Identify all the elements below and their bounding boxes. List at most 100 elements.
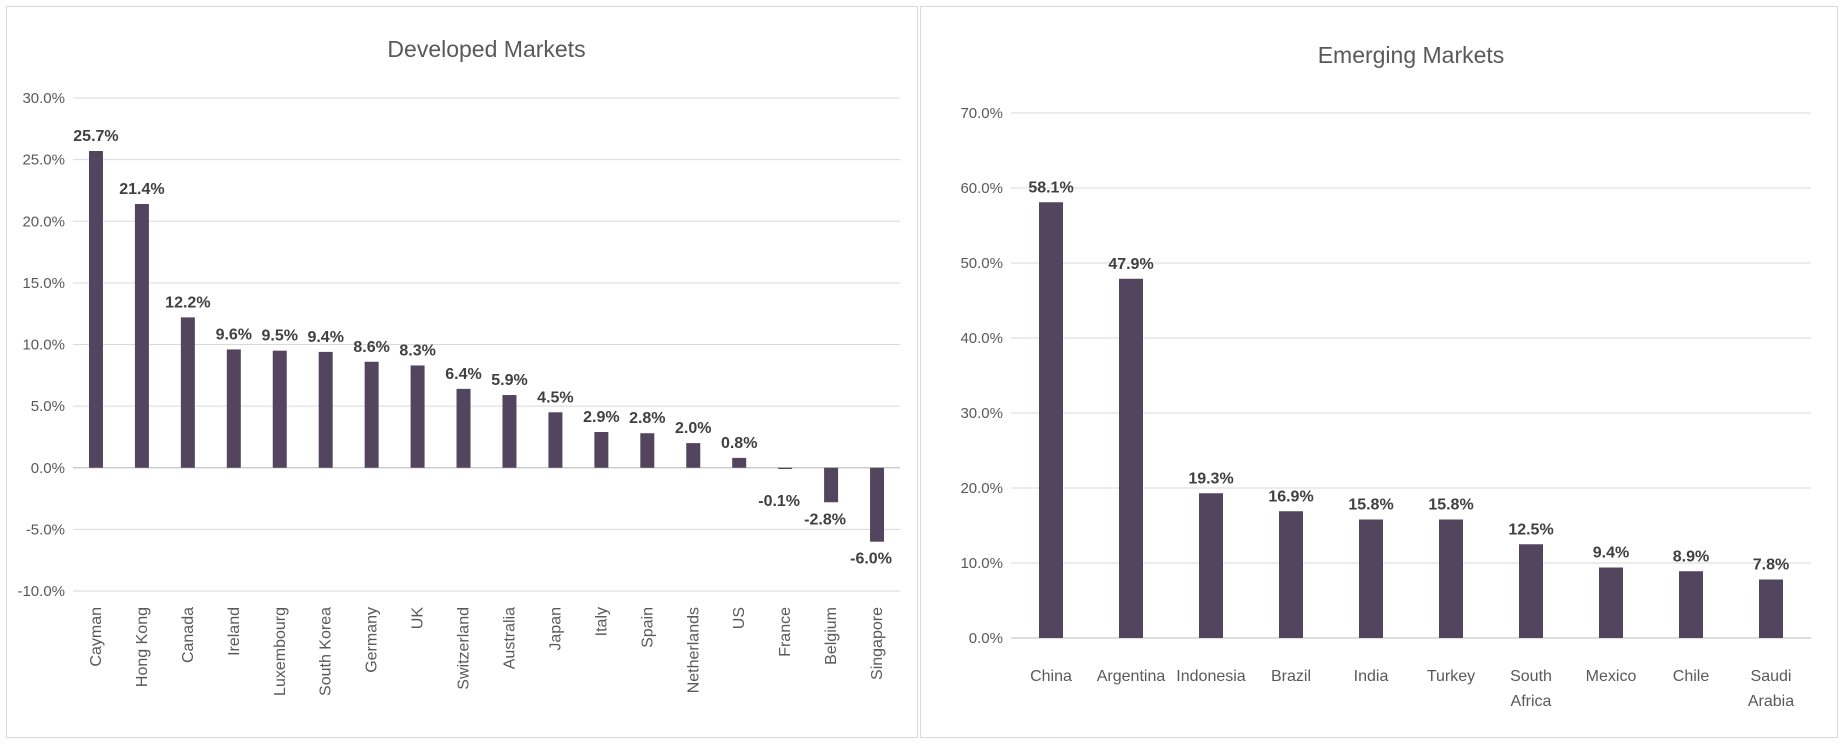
developed-bar <box>318 351 333 468</box>
developed-category-label: Luxembourg <box>272 607 289 696</box>
developed-data-label: 9.5% <box>262 328 298 345</box>
emerging-markets-panel: Emerging Markets 70.0% 60.0% 50.0% 40.0% 30.0… <box>920 6 1838 738</box>
developed-data-label: 4.5% <box>537 389 573 406</box>
emerging-bar <box>1039 202 1063 638</box>
developed-data-label: 9.6% <box>216 326 252 343</box>
emerging-bar <box>1519 544 1543 638</box>
developed-bar <box>272 350 287 468</box>
emerging-y-tick-label: 10.0% <box>960 555 1003 572</box>
developed-category-label: France <box>777 607 794 657</box>
developed-data-label: 0.8% <box>721 435 757 452</box>
developed-bar <box>548 412 563 468</box>
developed-data-label: -2.8% <box>804 511 846 528</box>
developed-data-label: 9.4% <box>307 329 343 346</box>
developed-y-tick-label: 20.0% <box>22 213 65 230</box>
developed-data-label: 5.9% <box>491 372 527 389</box>
emerging-y-tick-label: 40.0% <box>960 330 1003 347</box>
developed-category-label: Japan <box>547 607 564 651</box>
emerging-bar <box>1279 511 1303 638</box>
developed-category-label: Belgium <box>823 607 840 665</box>
emerging-title: Emerging Markets <box>1318 42 1505 68</box>
developed-data-label: -6.0% <box>850 551 892 568</box>
emerging-data-label: 47.9% <box>1108 256 1153 273</box>
developed-bar <box>364 361 379 468</box>
emerging-bar <box>1679 571 1703 638</box>
emerging-category-label: Saudi Arabia <box>1748 668 1794 710</box>
developed-category-label: Hong Kong <box>134 607 151 687</box>
developed-y-tick-label: 5.0% <box>31 398 65 415</box>
emerging-bar <box>1119 278 1143 638</box>
developed-category-label: Ireland <box>226 607 243 656</box>
developed-category-label: Australia <box>501 607 518 669</box>
developed-data-label: 8.6% <box>353 339 389 356</box>
developed-y-tick-label: -5.0% <box>26 521 65 538</box>
developed-category-label: Italy <box>593 607 610 636</box>
developed-bar <box>686 443 701 468</box>
emerging-markets-chart: Emerging Markets 70.0% 60.0% 50.0% 40.0% 30.0… <box>960 42 1811 710</box>
developed-data-label: 21.4% <box>119 181 164 198</box>
developed-bar <box>640 433 655 468</box>
emerging-data-label: 9.4% <box>1593 545 1629 562</box>
developed-category-label: Canada <box>180 607 197 663</box>
developed-bar <box>88 150 103 468</box>
developed-bar <box>410 365 425 468</box>
emerging-y-tick-label: 70.0% <box>960 105 1003 122</box>
emerging-data-label: 8.9% <box>1673 548 1709 565</box>
developed-title: Developed Markets <box>387 36 585 62</box>
emerging-category-label: Chile <box>1673 668 1710 685</box>
developed-bar <box>226 349 241 468</box>
emerging-category-label: Mexico <box>1586 668 1637 685</box>
developed-markets-chart: Developed Markets 30.0% 25.0% 20.0% 15.0% 10.… <box>17 36 900 696</box>
emerging-category-label: India <box>1354 668 1389 685</box>
developed-y-tick-label: 15.0% <box>22 275 65 292</box>
developed-bar <box>594 432 609 468</box>
developed-data-label: 12.2% <box>165 294 210 311</box>
emerging-category-label: Argentina <box>1097 668 1166 685</box>
emerging-category-label: Brazil <box>1271 668 1311 685</box>
developed-data-label: 2.0% <box>675 420 711 437</box>
developed-data-label: 25.7% <box>73 128 118 145</box>
developed-y-tick-label: -10.0% <box>17 583 65 600</box>
developed-y-tick-label: 10.0% <box>22 337 65 354</box>
developed-category-label: Cayman <box>88 607 105 667</box>
emerging-category-label: Indonesia <box>1176 668 1245 685</box>
developed-bar <box>134 203 149 468</box>
emerging-category-label: South Africa <box>1510 668 1552 710</box>
emerging-y-tick-label: 0.0% <box>969 630 1003 647</box>
developed-bar <box>778 467 793 469</box>
emerging-y-tick-label: 30.0% <box>960 405 1003 422</box>
developed-data-label: 2.9% <box>583 409 619 426</box>
emerging-data-label: 7.8% <box>1753 557 1789 574</box>
developed-bar <box>870 467 885 542</box>
developed-bar <box>502 395 517 468</box>
emerging-category-label: China <box>1030 668 1072 685</box>
emerging-data-label: 16.9% <box>1268 488 1313 505</box>
developed-markets-panel: Developed Markets 30.0% 25.0% 20.0% 15.0% 10.… <box>6 6 918 738</box>
emerging-data-label: 58.1% <box>1028 179 1073 196</box>
developed-category-label: Germany <box>364 607 381 673</box>
developed-bar <box>732 457 747 468</box>
developed-category-label: South Korea <box>318 607 335 696</box>
developed-y-tick-label: 0.0% <box>31 460 65 477</box>
developed-data-label: -0.1% <box>758 493 800 510</box>
emerging-y-tick-label: 20.0% <box>960 480 1003 497</box>
emerging-bar <box>1359 519 1383 638</box>
developed-data-label: 8.3% <box>399 342 435 359</box>
developed-data-label: 6.4% <box>445 366 481 383</box>
developed-bar <box>456 388 471 468</box>
emerging-category-label: Turkey <box>1427 668 1475 685</box>
emerging-data-label: 12.5% <box>1508 521 1553 538</box>
developed-y-tick-label: 25.0% <box>22 152 65 169</box>
developed-category-label: UK <box>410 607 427 630</box>
developed-data-label: 2.8% <box>629 410 665 427</box>
emerging-data-label: 19.3% <box>1188 470 1233 487</box>
developed-y-tick-label: 30.0% <box>22 90 65 107</box>
emerging-bar <box>1759 579 1783 638</box>
developed-category-label: Singapore <box>869 607 886 680</box>
emerging-data-label: 15.8% <box>1428 497 1473 514</box>
emerging-bar <box>1199 493 1223 638</box>
emerging-y-tick-label: 50.0% <box>960 255 1003 272</box>
emerging-data-label: 15.8% <box>1348 497 1393 514</box>
developed-category-label: Netherlands <box>685 607 702 693</box>
